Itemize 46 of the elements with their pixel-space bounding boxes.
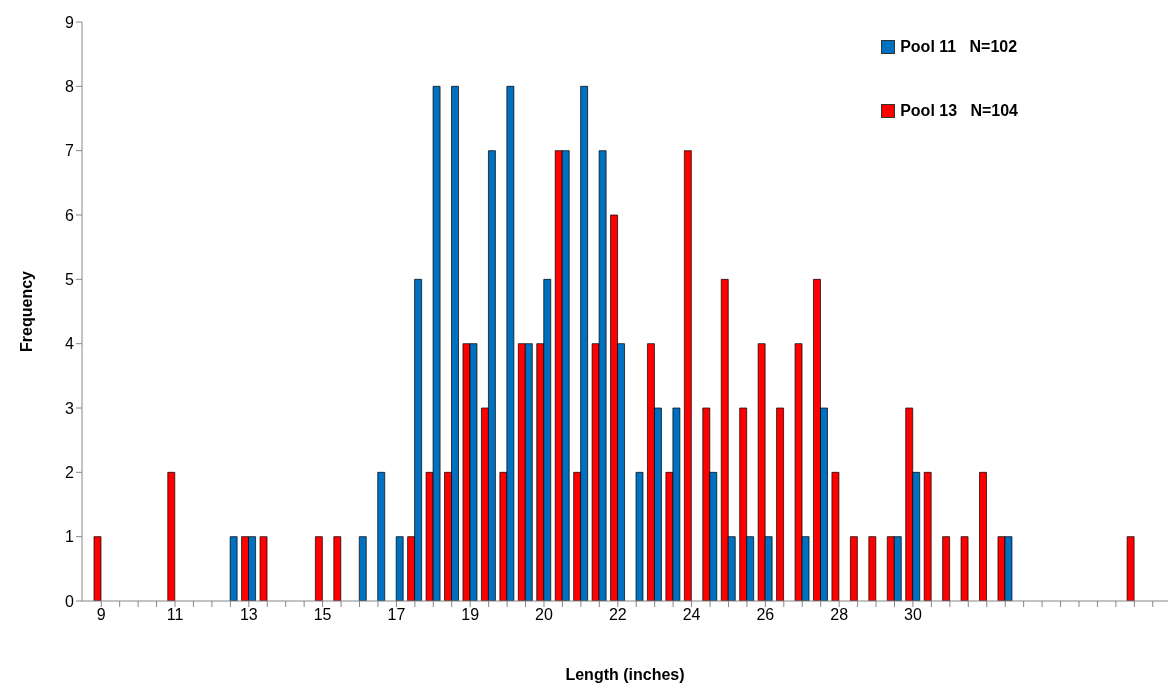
bar: [942, 536, 950, 601]
y-axis-title: Frequency: [18, 270, 36, 352]
legend-label: Pool 11 N=102: [900, 38, 1018, 56]
x-tick-label: 22: [608, 606, 627, 624]
bar: [1126, 536, 1135, 601]
bar: [395, 536, 404, 601]
bar: [333, 536, 342, 601]
y-tick-label: 0: [65, 592, 75, 610]
x-tick-label: 24: [682, 606, 701, 624]
y-tick-label: 9: [65, 13, 75, 31]
x-tick-label: 15: [313, 606, 332, 624]
x-tick-label: 13: [239, 606, 258, 624]
bar: [93, 536, 102, 601]
x-tick-label: 9: [96, 606, 106, 624]
bar: [167, 471, 176, 601]
y-tick-label: 5: [65, 271, 75, 289]
x-axis-title: Length (inches): [565, 666, 685, 683]
bar: [776, 407, 784, 601]
x-tick-label: 17: [387, 606, 406, 624]
y-tick-label: 4: [65, 335, 75, 353]
y-tick-label: 7: [65, 142, 75, 160]
bar: [923, 471, 932, 601]
bar: [683, 150, 692, 601]
y-tick-label: 3: [65, 399, 75, 417]
legend-label: Pool 13 N=104: [900, 102, 1018, 120]
bar: [831, 471, 840, 601]
bar: [850, 536, 858, 601]
bar: [315, 536, 323, 601]
bar: [635, 471, 644, 601]
y-tick-label: 6: [65, 206, 75, 224]
x-tick-label: 30: [904, 606, 922, 624]
x-tick-label: 19: [461, 606, 480, 624]
x-tick-label: 20: [535, 606, 553, 624]
bar: [259, 536, 268, 601]
bar: [358, 536, 367, 601]
bar: [229, 536, 238, 601]
y-tick-label: 1: [65, 528, 75, 546]
y-tick-label: 2: [65, 464, 75, 482]
bar: [377, 471, 386, 601]
y-tick-label: 8: [65, 78, 75, 96]
bar: [960, 536, 969, 601]
bar: [979, 471, 987, 601]
x-tick-label: 26: [756, 606, 775, 624]
x-tick-label: 28: [830, 606, 849, 624]
x-tick-label: 11: [166, 606, 184, 624]
bar: [868, 536, 877, 601]
